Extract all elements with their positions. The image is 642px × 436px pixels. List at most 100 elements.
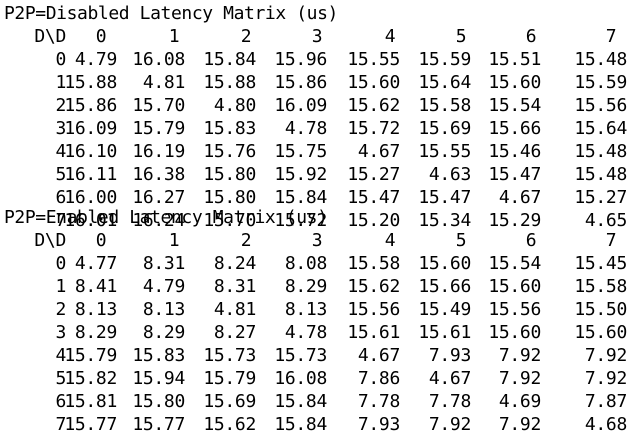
column-header: 1 [168,26,180,47]
latency-cell: 4.67 [357,345,400,366]
latency-cell: 15.79 [132,118,185,139]
column-header: 6 [525,26,537,47]
matrix-row: 6 15.81 15.80 15.69 15.84 7.78 7.78 4.69 7.87 [0,390,642,413]
latency-cell: 15.27 [347,164,400,185]
latency-cell: 15.66 [488,118,541,139]
latency-cell: 15.96 [274,49,327,70]
latency-cell: 7.86 [357,368,400,389]
column-header: 3 [311,26,323,47]
latency-cell: 15.54 [488,253,541,274]
latency-cell: 4.78 [284,118,327,139]
latency-cell: 15.58 [418,95,471,116]
latency-cell: 7.92 [428,414,471,435]
matrix-row: 2 8.13 8.13 4.81 8.13 15.56 15.49 15.56 15.50 [0,298,642,321]
latency-cell: 4.81 [213,299,256,320]
latency-cell: 16.24 [132,210,185,231]
latency-cell: 4.67 [428,368,471,389]
latency-cell: 15.70 [132,95,185,116]
latency-cell: 4.80 [213,95,256,116]
column-header: 0 [95,230,107,251]
latency-cell: 8.29 [74,322,117,343]
latency-cell: 4.79 [74,49,117,70]
latency-cell: 7.92 [498,414,541,435]
latency-cell: 16.08 [132,49,185,70]
latency-cell: 15.83 [132,345,185,366]
matrix-row: 3 16.09 15.79 15.83 4.78 15.72 15.69 15.66 15.64 [0,117,642,140]
column-header: 1 [168,230,180,251]
row-label: 0 [55,253,66,274]
column-header: 7 [605,26,617,47]
latency-cell: 8.13 [284,299,327,320]
matrix-corner-label: D\D [34,230,66,251]
latency-cell: 16.01 [64,210,117,231]
latency-cell: 15.51 [488,49,541,70]
matrix-corner-label: D\D [34,26,66,47]
row-label: 0 [55,49,66,70]
row-label: 4 [55,141,66,162]
latency-cell: 8.41 [74,276,117,297]
latency-cell: 15.80 [132,391,185,412]
matrix-row: 4 16.10 16.19 15.76 15.75 4.67 15.55 15.46 15.48 [0,140,642,163]
latency-cell: 15.61 [418,322,471,343]
latency-cell: 8.13 [74,299,117,320]
latency-cell: 8.27 [213,322,256,343]
latency-cell: 15.56 [488,299,541,320]
matrix-row: 4 15.79 15.83 15.73 15.73 4.67 7.93 7.92 7.92 [0,344,642,367]
latency-cell: 16.08 [274,368,327,389]
latency-cell: 15.60 [347,72,400,93]
latency-cell: 15.46 [488,141,541,162]
latency-cell: 16.19 [132,141,185,162]
latency-cell: 15.80 [203,187,256,208]
latency-cell: 15.48 [574,164,627,185]
latency-cell: 15.60 [488,72,541,93]
row-label: 1 [55,276,66,297]
terminal-output: P2P=Disabled Latency Matrix (us) D\D 0 1 2 3 4… [0,3,642,435]
column-header: 3 [311,230,323,251]
latency-cell: 8.29 [142,322,185,343]
matrix-header-row: D\D 0 1 2 3 4 5 6 7 [0,229,642,252]
column-header: 2 [240,26,252,47]
latency-cell: 15.47 [347,187,400,208]
latency-cell: 4.67 [498,187,541,208]
matrix-header-row: D\D 0 1 2 3 4 5 6 7 [0,25,642,48]
latency-cell: 15.73 [203,345,256,366]
column-header: 4 [384,26,396,47]
latency-cell: 15.80 [203,164,256,185]
latency-cell: 7.92 [498,368,541,389]
latency-cell: 15.94 [132,368,185,389]
matrix-row: 5 15.82 15.94 15.79 16.08 7.86 4.67 7.92 7.92 [0,367,642,390]
latency-cell: 15.49 [418,299,471,320]
latency-cell: 16.09 [64,118,117,139]
latency-cell: 7.92 [584,345,627,366]
latency-cell: 15.59 [418,49,471,70]
latency-cell: 4.78 [284,322,327,343]
latency-cell: 8.24 [213,253,256,274]
latency-cell: 15.60 [488,276,541,297]
latency-cell: 7.78 [428,391,471,412]
latency-cell: 15.61 [347,322,400,343]
latency-cell: 15.88 [203,72,256,93]
latency-cell: 15.77 [132,414,185,435]
row-label: 7 [55,210,66,231]
latency-cell: 15.56 [574,95,627,116]
latency-cell: 15.79 [64,345,117,366]
latency-cell: 16.10 [64,141,117,162]
matrix-row: 6 16.00 16.27 15.80 15.84 15.47 15.47 4.67 15.27 [0,186,642,209]
latency-cell: 15.66 [418,276,471,297]
matrix-row: 1 8.41 4.79 8.31 8.29 15.62 15.66 15.60 15.58 [0,275,642,298]
latency-cell: 4.77 [74,253,117,274]
latency-cell: 15.64 [418,72,471,93]
column-header: 5 [455,26,467,47]
row-label: 2 [55,95,66,116]
latency-cell: 15.54 [488,95,541,116]
latency-cell: 4.67 [357,141,400,162]
matrix-row: 0 4.79 16.08 15.84 15.96 15.55 15.59 15.51 15.48 [0,48,642,71]
latency-cell: 8.29 [284,276,327,297]
column-header: 7 [605,230,617,251]
latency-cell: 4.69 [498,391,541,412]
matrix-row: 1 15.88 4.81 15.88 15.86 15.60 15.64 15.60 15.59 [0,71,642,94]
latency-cell: 8.31 [213,276,256,297]
latency-cell: 15.48 [574,141,627,162]
latency-cell: 15.86 [274,72,327,93]
matrix-title: P2P=Disabled Latency Matrix (us) [4,3,338,24]
